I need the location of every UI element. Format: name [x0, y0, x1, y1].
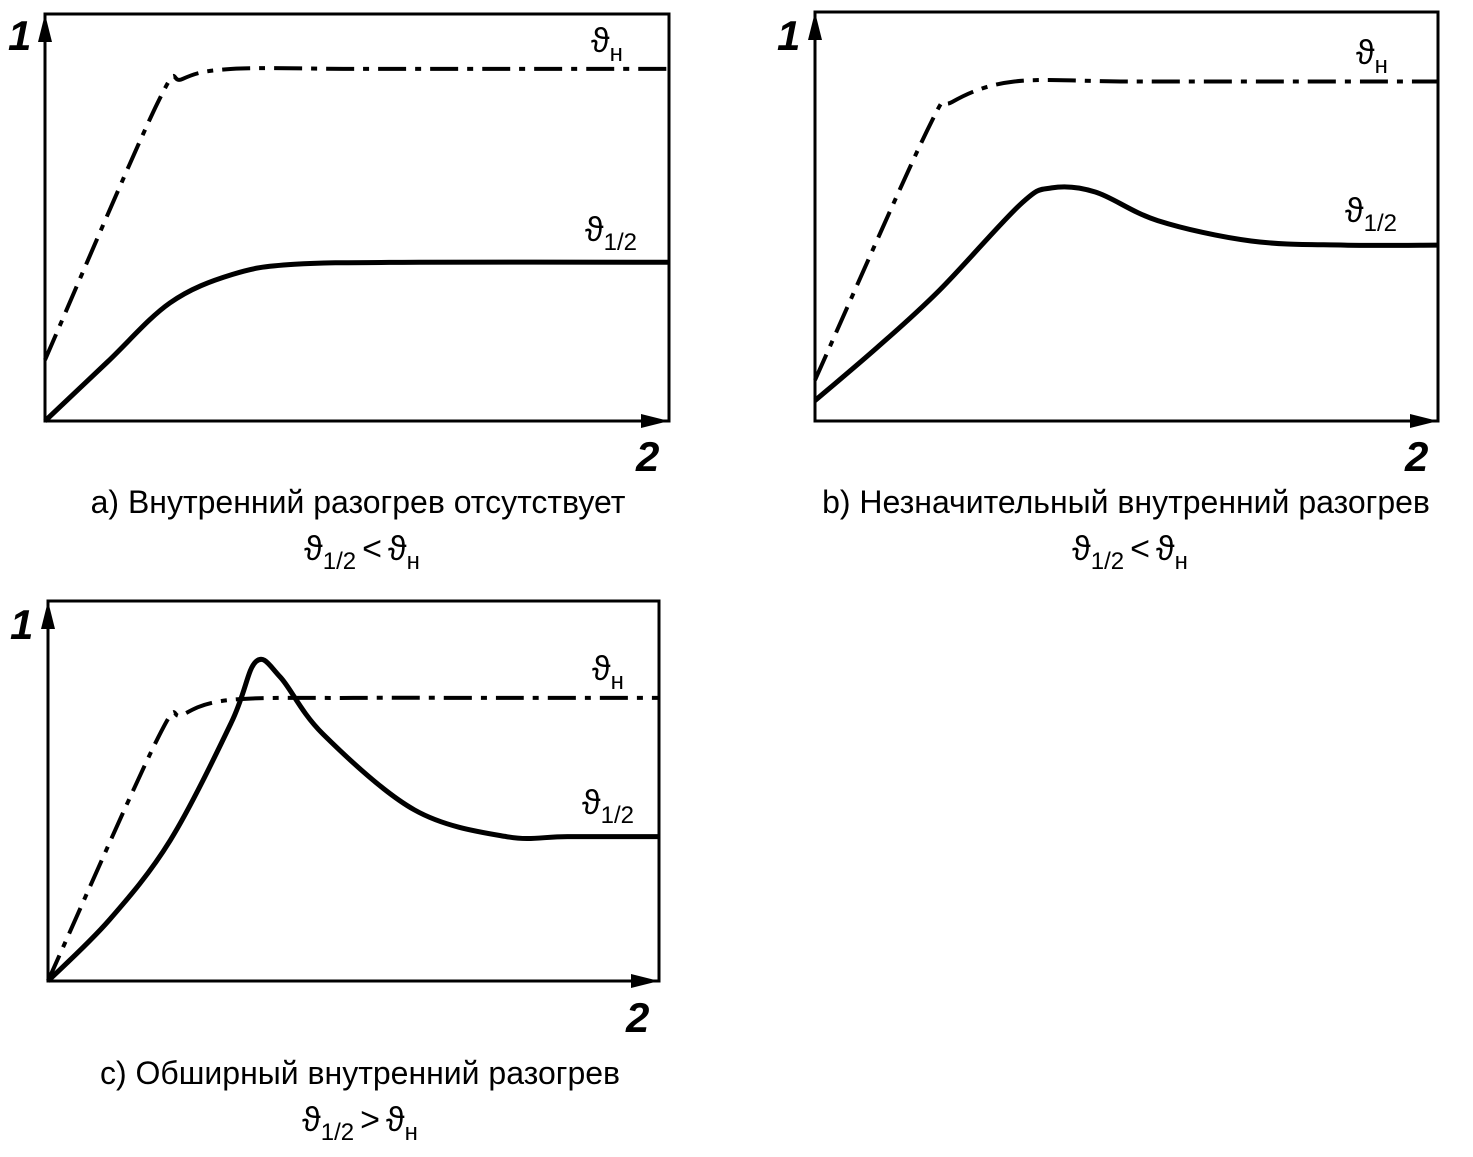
panel-b-relation: ϑ1/2 < ϑн: [1072, 530, 1188, 575]
panel-b-x-arrow-icon: [1410, 414, 1438, 428]
panel-c-caption: c) Обширный внутренний разогрев: [100, 1055, 620, 1091]
panel-a-series-theta-half-line: [43, 259, 670, 423]
panel-b-y-axis-label: 1: [777, 12, 800, 59]
panel-b-caption: b) Незначительный внутренний разогрев: [822, 484, 1430, 520]
panel-a-y-arrow-icon: [38, 14, 52, 42]
panel-a-x-axis-label: 2: [635, 433, 659, 480]
panel-b-series-theta-n-line: [813, 77, 1438, 381]
panel-b-series-theta-n-label: ϑн: [1356, 34, 1388, 79]
panel-a-series-theta-n-line: [43, 66, 669, 361]
panel-a-frame: [43, 12, 671, 423]
panel-a-relation: ϑ1/2 < ϑн: [304, 530, 420, 575]
panel-b-x-axis-label: 2: [1404, 433, 1428, 480]
panel-c-series-theta-n-line: [46, 695, 659, 982]
panel-c-relation: ϑ1/2 > ϑн: [302, 1101, 418, 1146]
panel-b-y-arrow-icon: [808, 12, 822, 40]
panel-b: 1 2 ϑн ϑ1/2 b) Незначительный внутренний…: [777, 10, 1440, 575]
panel-a-y-axis-label: 1: [8, 12, 31, 59]
panel-c-x-axis-label: 2: [625, 994, 649, 1041]
panel-c-frame: [46, 599, 661, 983]
panel-b-frame: [813, 10, 1440, 423]
panel-a-x-arrow-icon: [641, 414, 669, 428]
panel-a-series-theta-half-label: ϑ1/2: [585, 211, 637, 256]
panel-a-caption: a) Внутренний разогрев отсутствует: [91, 484, 626, 520]
panel-a: 1 2 ϑн ϑ1/2 a) Внутренний разогрев отсут…: [8, 12, 671, 575]
panel-c: 1 2 ϑн ϑ1/2 c) Обширный внутренний разог…: [10, 599, 661, 1146]
panel-b-series-theta-half-label: ϑ1/2: [1345, 192, 1397, 237]
panel-c-x-arrow-icon: [631, 974, 659, 988]
panel-b-series-theta-half-line: [813, 184, 1439, 403]
panel-c-series-theta-half-line: [46, 656, 659, 983]
panel-c-series-theta-half-label: ϑ1/2: [582, 784, 634, 829]
panel-a-series-theta-n-label: ϑн: [591, 22, 623, 67]
panel-c-y-arrow-icon: [41, 601, 55, 629]
panel-c-y-axis-label: 1: [10, 601, 33, 648]
panel-c-series-theta-n-label: ϑн: [592, 650, 624, 695]
